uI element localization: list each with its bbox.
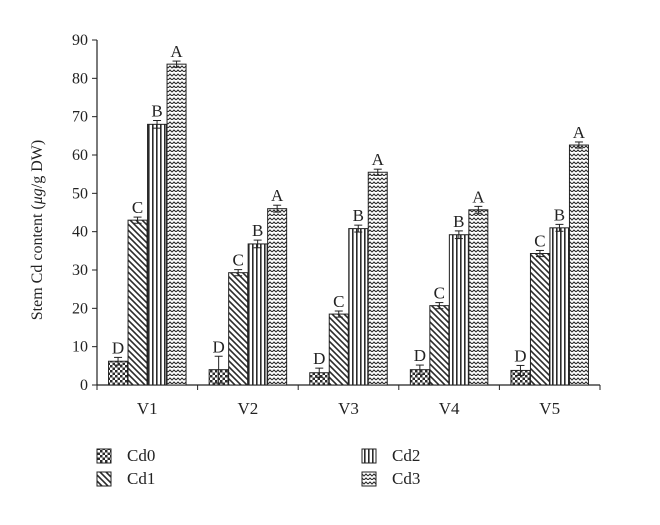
significance-letter: C <box>132 198 143 217</box>
bar-cd3 <box>267 208 288 386</box>
y-tick-label: 70 <box>72 109 88 126</box>
significance-letter: D <box>313 349 325 368</box>
x-tick-label: V3 <box>338 399 359 418</box>
significance-letter: B <box>453 212 464 231</box>
bar-cd3 <box>367 171 388 386</box>
y-tick-label: 30 <box>72 262 88 279</box>
bar-cd1 <box>529 253 550 386</box>
significance-letter: D <box>213 337 225 356</box>
y-tick-label: 20 <box>72 300 88 317</box>
significance-letter: B <box>353 206 364 225</box>
y-tick-label: 40 <box>72 224 88 241</box>
y-tick-label: 80 <box>72 70 88 87</box>
x-tick-label: V1 <box>137 399 158 418</box>
legend-label-cd1: Cd1 <box>127 469 155 488</box>
legend-label-cd0: Cd0 <box>127 446 155 465</box>
significance-letter: A <box>573 123 586 142</box>
significance-letter: A <box>170 42 183 61</box>
bar-cd1 <box>228 272 249 386</box>
legend-swatch-cd0 <box>96 448 112 464</box>
significance-letter: D <box>112 338 124 357</box>
y-tick-label: 10 <box>72 339 88 356</box>
y-axis-title-suffix: /g DW) <box>29 140 46 188</box>
significance-letter: B <box>554 205 565 224</box>
bar-cd1 <box>328 313 349 386</box>
bar-cd1 <box>127 219 148 386</box>
significance-letter: C <box>232 251 243 270</box>
bar-cd2 <box>348 228 369 386</box>
axes: 0 10 20 30 40 50 60 70 80 90 V1 V2 V3 V4 V5 <box>72 32 601 418</box>
x-tick-label: V4 <box>439 399 460 418</box>
bar-cd1 <box>429 305 450 386</box>
bar-cd2 <box>147 123 168 386</box>
bar-cd3 <box>468 209 489 386</box>
significance-letter: A <box>271 186 284 205</box>
significance-letter: B <box>151 102 162 121</box>
x-tick-label: V2 <box>238 399 259 418</box>
significance-letter: D <box>414 346 426 365</box>
y-tick-label: 60 <box>72 147 88 164</box>
bar-cd3 <box>568 144 589 386</box>
significance-letter: C <box>534 231 545 250</box>
significance-letter: C <box>333 292 344 311</box>
y-axis-title: Stem Cd content (μg/g DW) <box>29 140 46 320</box>
significance-letter: A <box>372 150 385 169</box>
legend-swatch-cd2 <box>361 448 377 464</box>
bar-cd3 <box>166 63 187 386</box>
significance-letter: A <box>472 187 485 206</box>
x-tick-label: V5 <box>539 399 560 418</box>
significance-letter: B <box>252 221 263 240</box>
y-tick-label: 0 <box>80 377 88 394</box>
significance-letter: C <box>434 284 445 303</box>
y-axis-title-prefix: Stem Cd content ( <box>29 204 46 320</box>
legend-swatch-cd3 <box>361 471 377 487</box>
bar-cd2 <box>549 227 570 386</box>
significance-letter: D <box>514 346 526 365</box>
legend-swatch-cd1 <box>96 471 112 487</box>
legend-label-cd2: Cd2 <box>392 446 420 465</box>
legend-label-cd3: Cd3 <box>392 469 420 488</box>
bar-cd2 <box>247 243 268 386</box>
bar-cd2 <box>448 234 469 386</box>
y-axis-title-unit: μg <box>29 188 46 205</box>
legend: Cd0 Cd1 Cd2 Cd3 <box>96 446 420 488</box>
y-tick-label: 90 <box>72 32 88 49</box>
y-tick-label: 50 <box>72 185 88 202</box>
